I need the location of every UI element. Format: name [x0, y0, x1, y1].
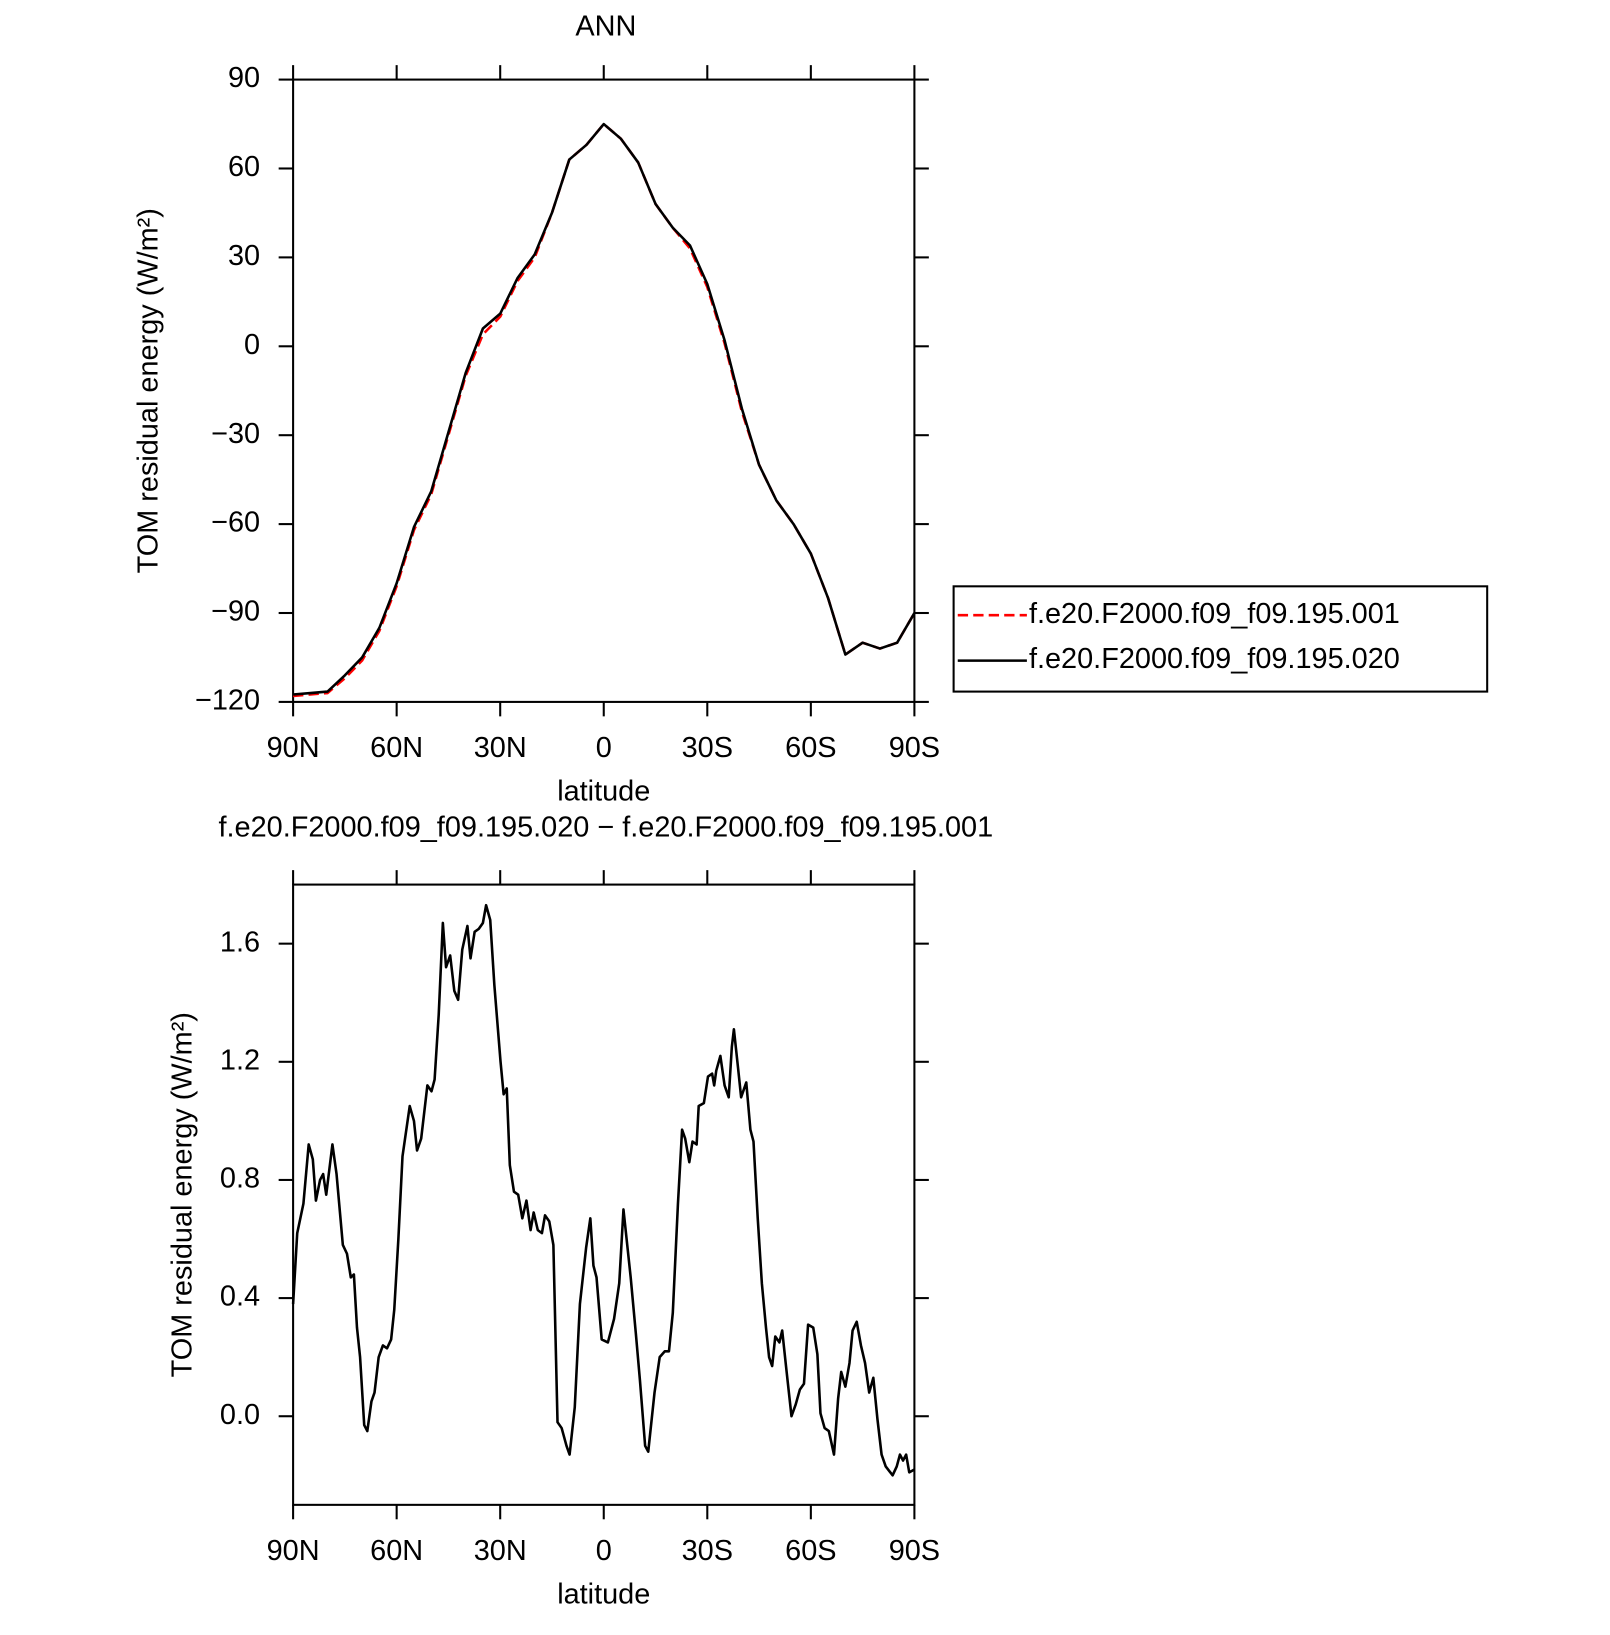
y-axis-label: TOM residual energy (W/m²) [166, 1012, 198, 1377]
chart-title: ANN [575, 11, 636, 43]
x-tick-label: 30N [474, 732, 527, 764]
x-tick-label: 90S [889, 1535, 940, 1567]
x-tick-label: 90N [267, 732, 320, 764]
y-axis-label: TOM residual energy (W/m²) [132, 208, 164, 573]
plot-frame [292, 78, 916, 703]
x-tick-label: 60S [785, 732, 836, 764]
y-tick-label: 0.4 [220, 1281, 260, 1313]
y-tick-label: −30 [211, 418, 260, 450]
y-tick-label: 60 [228, 151, 260, 183]
legend-label: f.e20.F2000.f09_f09.195.020 [1029, 643, 1400, 675]
y-tick-label: −90 [211, 596, 260, 628]
y-tick-label: 0.0 [220, 1399, 260, 1431]
data-line [292, 122, 916, 696]
x-axis-label: latitude [557, 775, 650, 807]
y-tick-label: 0.8 [220, 1163, 260, 1195]
y-tick-label: 1.2 [220, 1044, 260, 1076]
legend-label: f.e20.F2000.f09_f09.195.001 [1029, 598, 1400, 630]
y-tick-label: 1.6 [220, 926, 260, 958]
x-tick-label: 90N [267, 1535, 320, 1567]
x-tick-label: 30N [474, 1535, 527, 1567]
x-axis-label: latitude [557, 1578, 650, 1610]
x-tick-label: 60N [370, 1535, 423, 1567]
y-tick-label: −60 [211, 507, 260, 539]
x-tick-label: 30S [682, 732, 733, 764]
x-tick-label: 0 [596, 732, 612, 764]
y-tick-label: 90 [228, 62, 260, 94]
x-tick-label: 0 [596, 1535, 612, 1567]
x-tick-label: 60N [370, 732, 423, 764]
x-tick-label: 30S [682, 1535, 733, 1567]
x-tick-label: 90S [889, 732, 940, 764]
y-tick-label: −120 [195, 685, 260, 717]
x-tick-label: 60S [785, 1535, 836, 1567]
legend-box [952, 585, 1489, 693]
plot-frame [292, 883, 916, 1506]
chart-title: f.e20.F2000.f09_f09.195.020 − f.e20.F200… [218, 811, 993, 843]
y-tick-label: 0 [244, 329, 260, 361]
data-line [291, 903, 916, 1477]
y-tick-label: 30 [228, 240, 260, 272]
